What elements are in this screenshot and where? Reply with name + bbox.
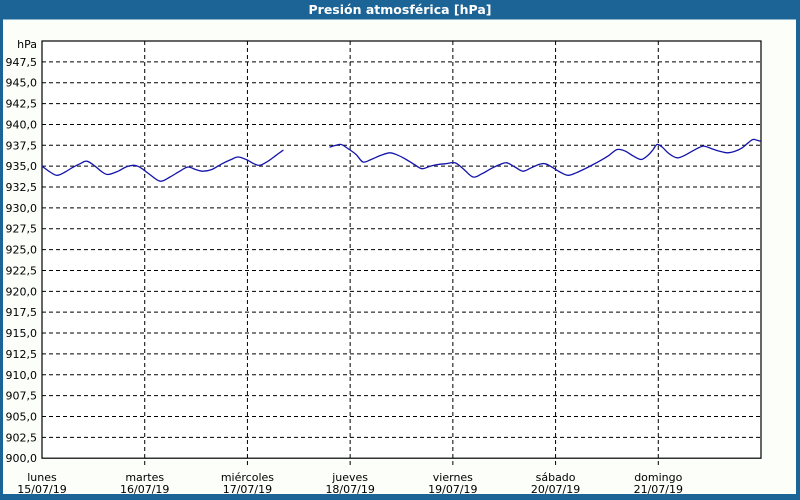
x-day-date-label: 17/07/19 — [223, 483, 272, 496]
frame-bottom-border — [0, 494, 800, 500]
y-tick-label: 945,0 — [6, 77, 38, 90]
y-tick-label: 930,0 — [6, 202, 38, 215]
x-day-date-label: 21/07/19 — [634, 483, 683, 496]
x-day-date-label: 20/07/19 — [531, 483, 580, 496]
y-tick-label: 935,0 — [6, 160, 38, 173]
plot-area: 947,5 945,0 942,5 940,0 937,5 935,0 932,5 930,0… — [6, 38, 762, 496]
pressure-series-line — [41, 149, 284, 182]
y-tick-label: 922,5 — [6, 264, 38, 277]
frame-right-border — [796, 0, 800, 500]
y-tick-label: 940,0 — [6, 118, 38, 131]
x-day-date-label: 16/07/19 — [120, 483, 169, 496]
y-tick-label: 905,0 — [6, 410, 38, 423]
y-tick-label: 947,5 — [6, 56, 38, 69]
y-tick-label: 910,0 — [6, 369, 38, 382]
frame-left-border — [0, 0, 3, 500]
y-tick-label: 917,5 — [6, 306, 38, 319]
y-tick-label: 907,5 — [6, 390, 38, 403]
x-day-name-label: martes — [125, 471, 164, 484]
x-day-name-label: viernes — [433, 471, 473, 484]
x-day-name-label: sábado — [536, 471, 576, 484]
x-day-date-label: 15/07/19 — [17, 483, 66, 496]
y-axis-unit-label: hPa — [17, 38, 37, 51]
pressure-series-line — [329, 138, 761, 178]
y-tick-label: 925,0 — [6, 244, 38, 257]
y-tick-label: 902,5 — [6, 431, 38, 444]
x-day-name-label: lunes — [27, 471, 57, 484]
y-tick-label: 942,5 — [6, 98, 38, 111]
y-tick-label: 900,0 — [6, 452, 38, 465]
y-tick-label: 912,5 — [6, 348, 38, 361]
chart-title-bar — [0, 0, 800, 20]
chart-title: Presión atmosférica [hPa] — [309, 2, 492, 17]
y-tick-label: 927,5 — [6, 223, 38, 236]
x-day-date-label: 18/07/19 — [325, 483, 374, 496]
plot-border — [41, 40, 762, 459]
y-tick-label: 915,0 — [6, 327, 38, 340]
y-tick-label: 932,5 — [6, 181, 38, 194]
x-day-name-label: domingo — [634, 471, 682, 484]
x-day-date-label: 19/07/19 — [428, 483, 477, 496]
y-tick-label: 937,5 — [6, 139, 38, 152]
x-day-name-label: jueves — [331, 471, 368, 484]
y-tick-label: 920,0 — [6, 285, 38, 298]
x-day-name-label: miércoles — [221, 471, 274, 484]
